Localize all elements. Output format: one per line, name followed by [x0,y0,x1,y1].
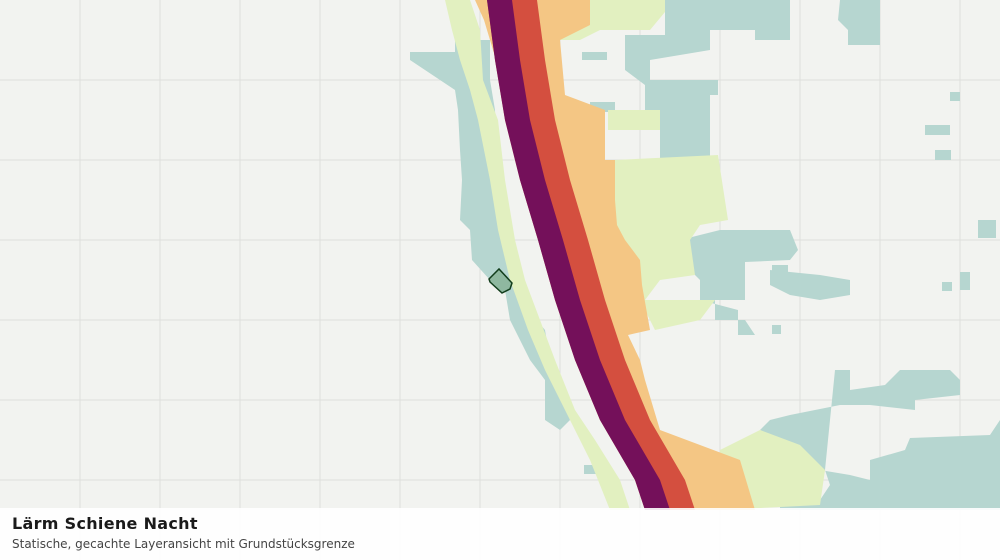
noise-layer-light [445,0,825,510]
parcel-boundary[interactable] [488,267,513,294]
noise-layer-very-high [487,0,670,510]
legend-panel: Lärm Schiene Nacht Statische, gecachte L… [0,508,1000,560]
noise-layer-high [487,0,695,510]
map-title: Lärm Schiene Nacht [12,514,198,533]
map-subtitle: Statische, gecachte Layeransicht mit Gru… [12,537,355,551]
